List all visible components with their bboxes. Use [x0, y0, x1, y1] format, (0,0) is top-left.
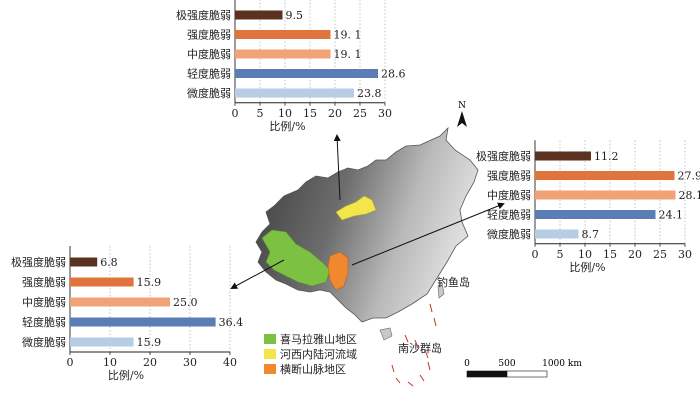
bar [70, 337, 134, 347]
scale-bar: 0 500 1000 km [464, 359, 582, 378]
x-tick-label: 15 [603, 248, 617, 261]
legend-swatch-himalaya [264, 334, 276, 344]
x-tick-label: 10 [278, 107, 292, 120]
scale-tick-1000: 1000 km [542, 359, 582, 369]
x-tick-label: 20 [143, 356, 157, 369]
category-label: 强度脆弱 [22, 275, 66, 289]
label-nansha: 南沙群岛 [398, 341, 442, 355]
region-hexi [335, 195, 377, 221]
value-label: 6.8 [100, 256, 118, 269]
category-label: 微度脆弱 [487, 227, 531, 241]
x-tick-label: 25 [353, 107, 367, 120]
x-tick-label: 25 [653, 248, 667, 261]
taiwan-island [437, 281, 445, 299]
x-tick-label: 0 [532, 248, 539, 261]
scale-tick-0: 0 [464, 359, 470, 369]
scale-bar-black [466, 370, 508, 378]
arrow-to-hexi-chart [333, 134, 341, 201]
x-tick-label: 10 [103, 356, 117, 369]
value-label: 28.6 [381, 68, 406, 81]
value-label: 28.1 [679, 189, 700, 202]
bar [70, 317, 216, 327]
region-hengduan [327, 251, 349, 291]
category-label: 微度脆弱 [187, 86, 231, 100]
value-label: 36.4 [219, 316, 244, 329]
x-tick-label: 15 [303, 107, 317, 120]
bar [535, 190, 676, 200]
north-arrow: N [457, 101, 467, 127]
region-himalaya [261, 229, 331, 287]
bar [235, 88, 354, 98]
x-tick-label: 5 [257, 107, 264, 120]
legend-label-hexi: 河西内陆河流域 [280, 347, 357, 361]
x-tick-label: 30 [678, 248, 692, 261]
legend-swatch-hengduan [264, 364, 276, 374]
value-label: 23.8 [357, 87, 382, 100]
arrow-to-himalaya-chart [230, 259, 285, 289]
label-diaoyu: 钓鱼岛 [437, 275, 470, 289]
x-tick-label: 0 [67, 356, 74, 369]
value-label: 11.2 [594, 150, 619, 163]
category-label: 中度脆弱 [487, 188, 531, 202]
bar [535, 229, 579, 239]
north-arrow-icon [457, 111, 467, 127]
value-label: 19. 1 [334, 48, 362, 61]
category-label: 极强度脆弱 [476, 149, 531, 163]
x-tick-label: 5 [557, 248, 564, 261]
legend-label-hengduan: 横断山脉地区 [280, 362, 346, 376]
legend-label-himalaya: 喜马拉雅山地区 [280, 332, 357, 346]
bar [535, 171, 675, 180]
bar [235, 10, 283, 20]
x-tick-label: 10 [578, 248, 592, 261]
bar [235, 30, 331, 39]
chart-hexi: 0 5 10 15 20 25 30 比例/% 极强度脆弱 9.5 强度脆弱 19. 1 中度脆弱 19.… [176, 0, 406, 133]
category-label: 轻度脆弱 [22, 315, 66, 329]
category-label: 极强度脆弱 [176, 8, 231, 22]
value-label: 15.9 [137, 276, 162, 289]
value-label: 15.9 [137, 336, 162, 349]
value-label: 19. 1 [334, 29, 362, 42]
chart-hengduan: 0 5 10 15 20 25 30 比例/% 极强度脆弱 11.2 强度脆弱 27.9 中度脆弱 28.… [476, 140, 700, 274]
legend-swatch-hexi [264, 349, 276, 359]
north-label: N [458, 101, 466, 111]
bar [70, 277, 134, 287]
value-label: 24.1 [659, 209, 684, 222]
x-tick-label: 20 [328, 107, 342, 120]
scale-tick-500: 500 [498, 359, 515, 369]
map-legend: 喜马拉雅山地区 河西内陆河流域 横断山脉地区 [264, 332, 357, 376]
bar [235, 49, 331, 59]
x-tick-label: 40 [223, 356, 237, 369]
bar [235, 69, 378, 78]
category-label: 强度脆弱 [187, 28, 231, 42]
category-label: 轻度脆弱 [187, 67, 231, 81]
category-label: 极强度脆弱 [11, 255, 66, 269]
x-axis-label: 比例/% [569, 260, 605, 274]
category-label: 中度脆弱 [22, 295, 66, 309]
value-label: 27.9 [678, 170, 700, 183]
category-label: 中度脆弱 [187, 47, 231, 61]
category-label: 强度脆弱 [487, 169, 531, 183]
bar [70, 257, 98, 267]
bar [70, 297, 170, 307]
category-label: 轻度脆弱 [487, 208, 531, 222]
chart-himalaya: 0 10 20 30 40 比例/% 极强度脆弱 6.8 强度脆弱 15.9 中度脆弱 25.0 轻度脆… [11, 246, 243, 382]
value-label: 8.7 [582, 228, 600, 241]
x-tick-label: 30 [183, 356, 197, 369]
scale-bar-white [506, 370, 548, 378]
x-tick-label: 20 [628, 248, 642, 261]
hainan-island [379, 327, 393, 341]
south-china-sea-islands [391, 303, 437, 387]
bar [535, 210, 656, 219]
china-outline [255, 126, 479, 323]
value-label: 25.0 [173, 296, 198, 309]
x-tick-label: 0 [232, 107, 239, 120]
x-tick-label: 30 [378, 107, 392, 120]
category-label: 微度脆弱 [22, 335, 66, 349]
arrow-to-hengduan-chart [351, 202, 505, 266]
x-axis-label: 比例/% [108, 368, 144, 382]
x-axis-label: 比例/% [269, 119, 305, 133]
bar [535, 151, 591, 161]
value-label: 9.5 [286, 9, 304, 22]
